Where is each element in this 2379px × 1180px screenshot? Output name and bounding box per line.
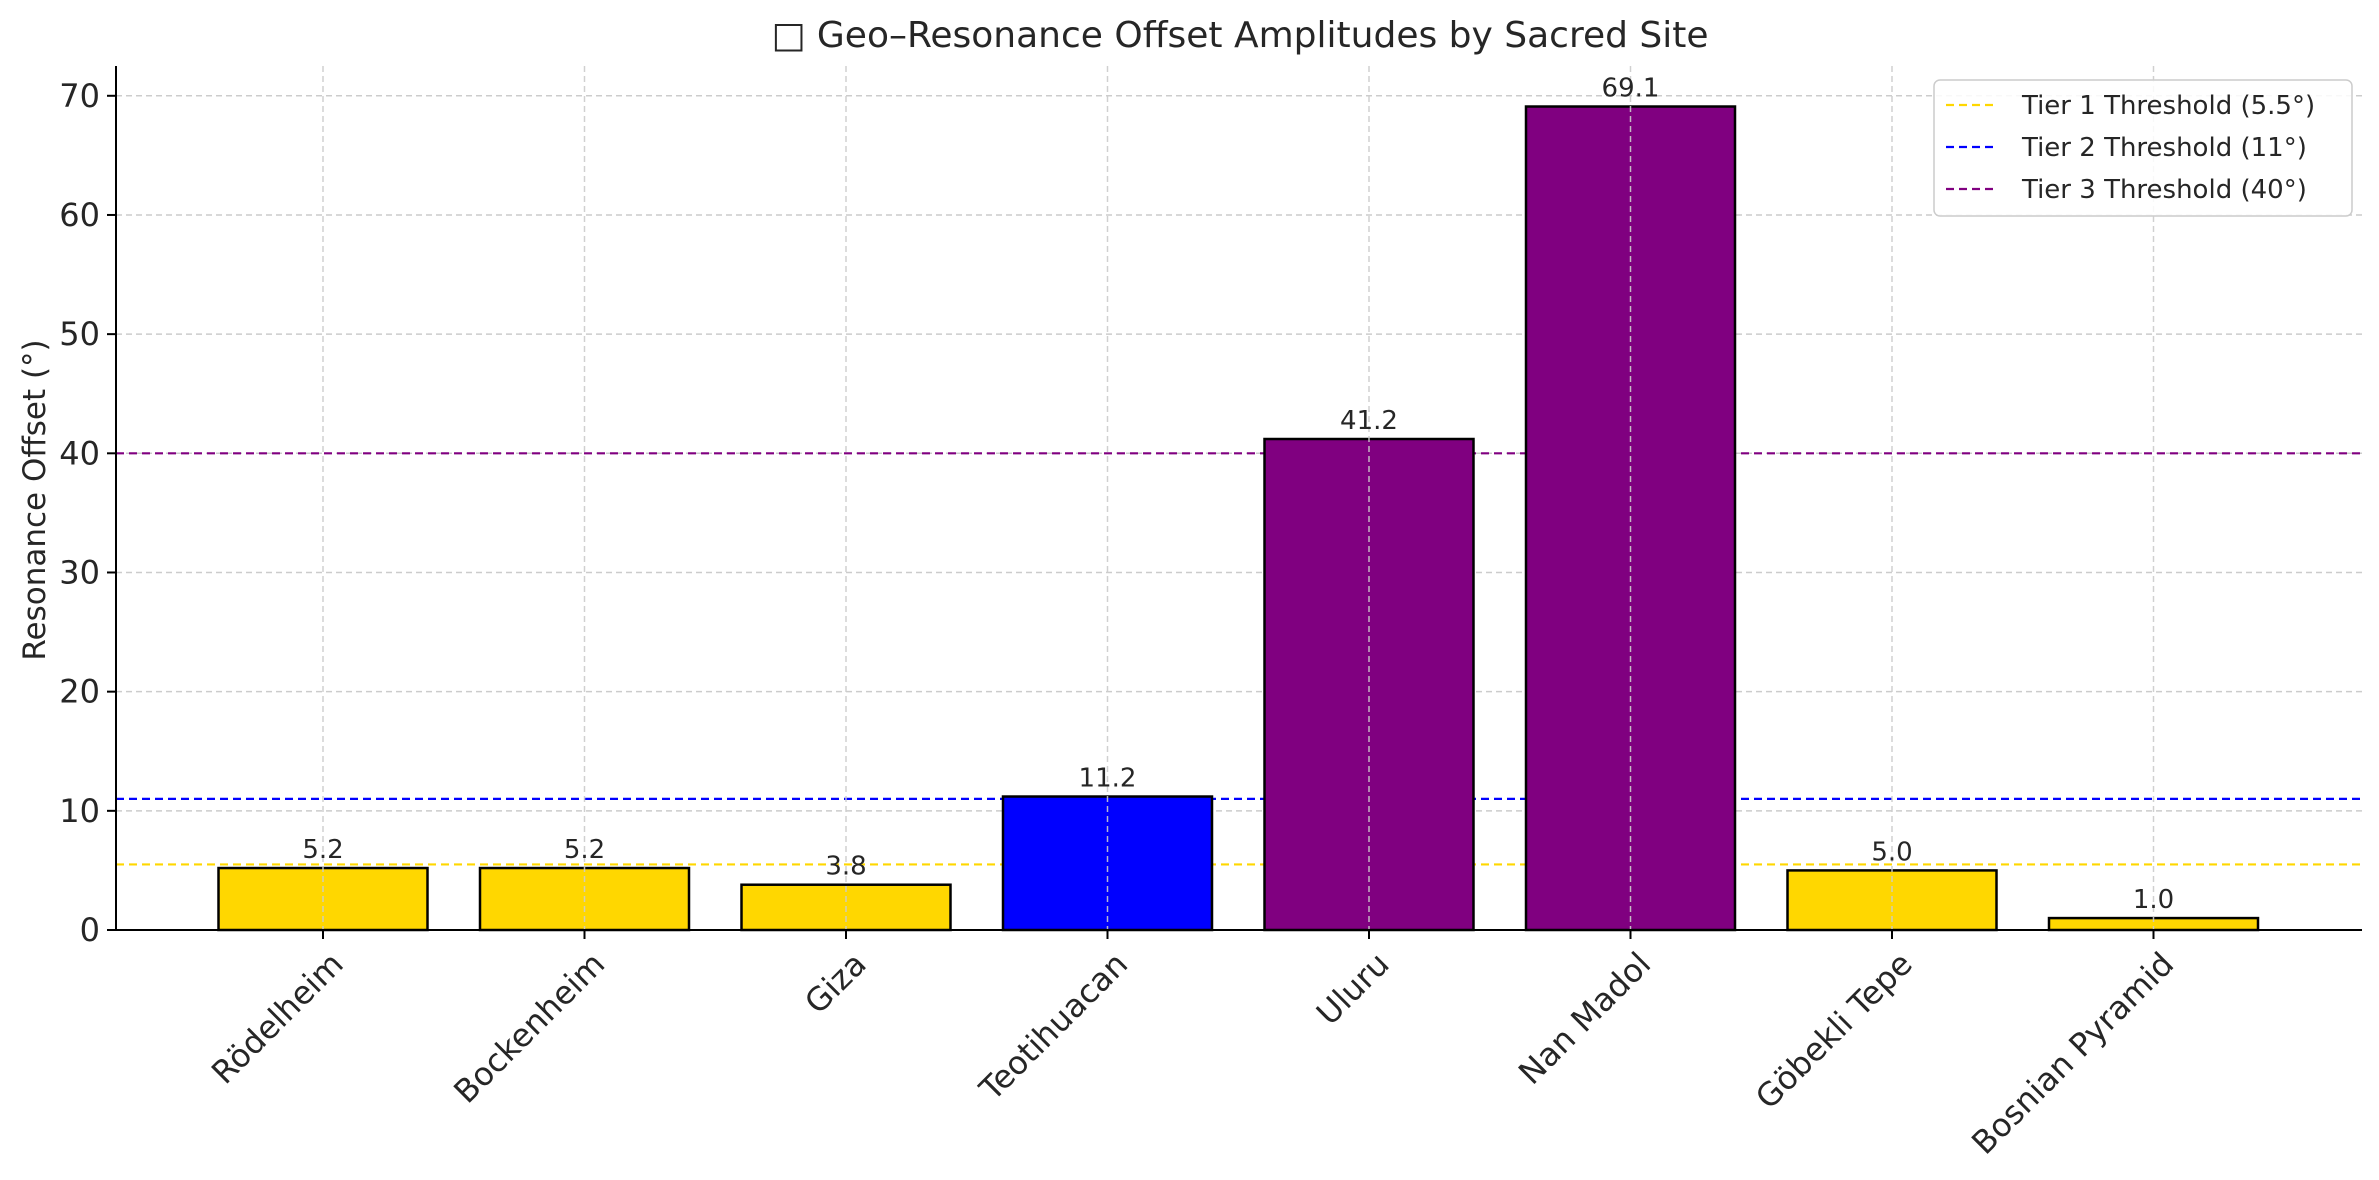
grid-lines-over-bars [322,66,2155,930]
grid-lines [116,95,2362,931]
data-label: 5.2 [564,835,605,865]
y-tick-label: 30 [59,553,100,591]
y-axis-label: Resonance Offset (°) [17,339,53,660]
x-tick-label: Bockenheim [446,945,612,1111]
x-tick-label: Nan Madol [1511,945,1658,1092]
y-tick-label: 50 [59,315,100,353]
legend: Tier 1 Threshold (5.5°) Tier 2 Threshold … [1933,79,2353,217]
threshold-lines [116,452,2362,866]
legend-box [1933,79,2353,217]
y-tick-label: 70 [59,77,100,115]
labels: 0 10 20 30 40 50 60 70 5.2 5.2 3.8 11.2 41.2 69.1 5.0 1… [59,74,2181,1162]
x-tick-label: Rödelheim [204,945,351,1092]
axes [107,66,2362,939]
x-tick-label: Bosnian Pyramid [1964,945,2181,1162]
x-tick-label: Göbekli Tepe [1748,945,1920,1117]
y-tick-label: 20 [59,673,100,711]
legend-label: Tier 3 Threshold (40°) [2021,175,2307,205]
x-tick-label: Giza [797,945,873,1021]
y-tick-label: 0 [80,911,100,949]
data-label: 5.2 [302,835,343,865]
chart-title: □ Geo–Resonance Offset Amplitudes by Sac… [771,15,1708,56]
legend-label: Tier 2 Threshold (11°) [2021,133,2307,163]
data-label: 69.1 [1602,74,1660,104]
y-tick-label: 40 [59,434,100,472]
x-tick-label: Uluru [1309,945,1397,1033]
data-label: 5.0 [1871,837,1912,867]
data-label: 41.2 [1340,406,1398,436]
data-label: 3.8 [825,852,866,882]
bars [217,105,2260,932]
data-label: 11.2 [1079,764,1137,794]
y-tick-label: 10 [59,792,100,830]
data-label: 1.0 [2133,885,2174,915]
x-tick-label: Teotihuacan [971,945,1135,1109]
y-tick-label: 60 [59,196,100,234]
legend-label: Tier 1 Threshold (5.5°) [2021,91,2315,121]
